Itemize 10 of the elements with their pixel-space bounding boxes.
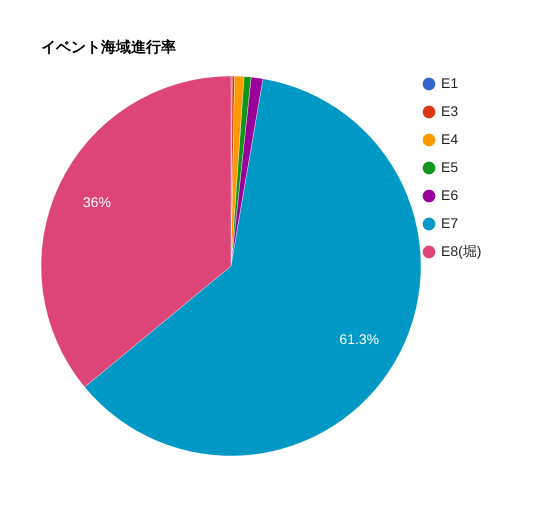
data-label: 36% bbox=[82, 194, 111, 210]
legend-label: E1 bbox=[441, 75, 458, 91]
legend-label: E5 bbox=[441, 159, 458, 175]
data-label: 61.3% bbox=[339, 331, 380, 348]
legend-label: E8(堀) bbox=[441, 243, 482, 259]
legend-label: E7 bbox=[441, 215, 458, 231]
legend-label: E6 bbox=[441, 187, 458, 203]
legend-label: E3 bbox=[441, 103, 458, 119]
chart-title: イベント海域進行率 bbox=[41, 38, 176, 56]
legend-label: E4 bbox=[441, 131, 458, 147]
